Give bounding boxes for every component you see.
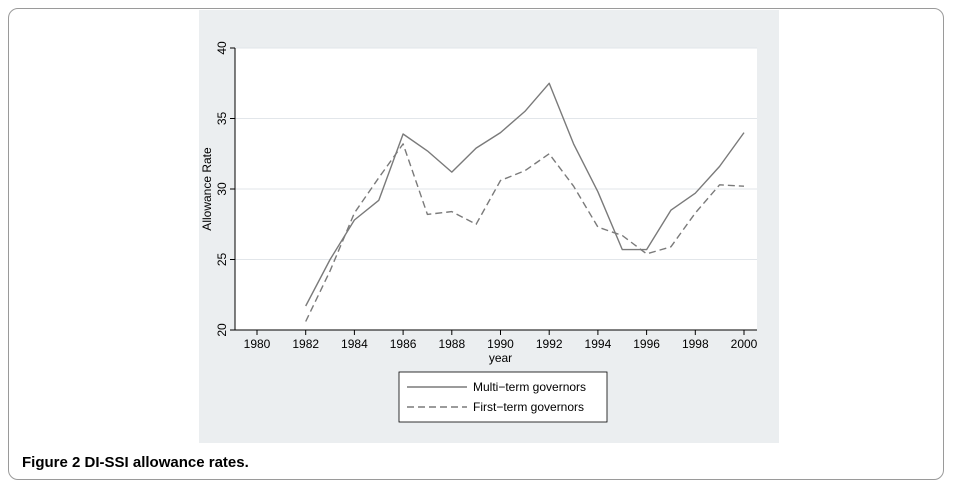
y-tick-label: 35 [215, 112, 229, 126]
x-tick-label: 1990 [487, 337, 514, 351]
x-tick-label: 1996 [633, 337, 660, 351]
x-tick-label: 1984 [341, 337, 368, 351]
figure-caption: Figure 2 DI-SSI allowance rates. [22, 454, 249, 471]
x-tick-label: 1994 [585, 337, 612, 351]
series-lines [305, 82, 745, 322]
line-chart: 20 25 30 35 40 1980 1982 1984 1986 1988 1990 1992 19… [199, 10, 779, 443]
x-tick-label: 1980 [244, 337, 271, 351]
axes: 20 25 30 35 40 1980 1982 1984 1986 1988 1990 1992 19… [215, 41, 758, 351]
caption-text: DI-SSI allowance rates. [84, 454, 249, 471]
x-tick-label: 1988 [438, 337, 465, 351]
legend: Multi−term governors First−term governors [398, 371, 608, 423]
legend-label: Multi−term governors [473, 380, 586, 394]
legend-label: First−term governors [473, 400, 584, 414]
x-tick-label: 1998 [682, 337, 709, 351]
y-axis-label: Allowance Rate [200, 147, 214, 231]
series-line-2 [305, 143, 745, 322]
series-line-1 [305, 82, 745, 307]
x-tick-label: 1986 [390, 337, 417, 351]
x-axis-label: year [489, 351, 512, 365]
y-tick-label: 30 [215, 182, 229, 196]
y-tick-label: 40 [215, 41, 229, 55]
y-tick-label: 20 [215, 323, 229, 337]
y-tick-label: 25 [215, 253, 229, 267]
x-tick-label: 2000 [731, 337, 758, 351]
chart-panel: 20 25 30 35 40 1980 1982 1984 1986 1988 1990 1992 19… [199, 10, 779, 443]
legend-box [398, 371, 608, 423]
figure-label: Figure 2 [22, 454, 81, 471]
x-tick-label: 1982 [292, 337, 319, 351]
x-tick-label: 1992 [536, 337, 563, 351]
